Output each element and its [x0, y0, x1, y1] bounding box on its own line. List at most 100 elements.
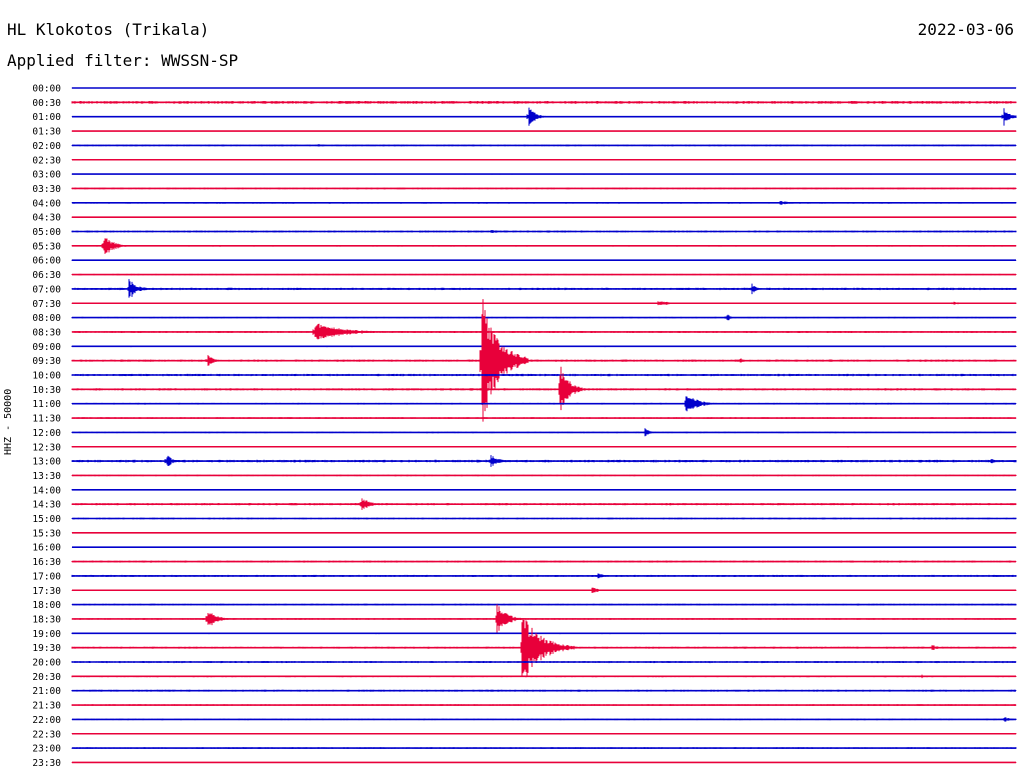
time-label-1600: 16:00: [32, 543, 61, 554]
time-label-1700: 17:00: [32, 571, 61, 582]
time-label-2330: 23:30: [32, 758, 61, 769]
time-label-1830: 18:30: [32, 614, 61, 625]
time-label-1330: 13:30: [32, 471, 61, 482]
time-label-1100: 11:00: [32, 399, 61, 410]
trace-1600: [71, 546, 1017, 548]
trace-0600: [71, 259, 1017, 261]
trace-1730: [71, 587, 1017, 593]
trace-2230: [71, 733, 1017, 735]
time-label-0530: 05:30: [32, 241, 61, 252]
time-label-0700: 07:00: [32, 284, 61, 295]
time-label-0930: 09:30: [32, 356, 61, 367]
time-label-0430: 04:30: [32, 213, 61, 224]
trace-0100: [71, 107, 1017, 126]
trace-0700: [71, 279, 1017, 298]
trace-2300: [71, 747, 1017, 749]
trace-1700: [71, 573, 1017, 579]
time-label-1430: 14:30: [32, 500, 61, 511]
time-label-0100: 01:00: [32, 112, 61, 123]
trace-1300: [71, 455, 1017, 467]
time-label-1300: 13:00: [32, 457, 61, 468]
time-label-0230: 02:30: [32, 155, 61, 166]
time-label-0030: 00:30: [32, 98, 61, 109]
time-label-1900: 19:00: [32, 629, 61, 640]
trace-1030: [71, 366, 1017, 411]
time-label-1930: 19:30: [32, 643, 61, 654]
date-label: 2022-03-06: [917, 20, 1014, 39]
time-label-0200: 02:00: [32, 141, 61, 152]
trace-1530: [71, 532, 1017, 534]
time-label-0400: 04:00: [32, 198, 61, 209]
trace-0730: [71, 301, 1017, 306]
time-label-1400: 14:00: [32, 485, 61, 496]
trace-1800: [71, 603, 1017, 606]
time-label-1230: 12:30: [32, 442, 61, 453]
time-label-2230: 22:30: [32, 729, 61, 740]
time-label-2100: 21:00: [32, 686, 61, 697]
time-label-0330: 03:30: [32, 184, 61, 195]
time-label-0500: 05:00: [32, 227, 61, 238]
trace-1130: [71, 417, 1017, 419]
trace-1000: [71, 373, 1017, 377]
trace-0200: [71, 144, 1017, 147]
station-title: HL Klokotos (Trikala): [7, 20, 210, 39]
trace-1230: [71, 446, 1017, 448]
time-label-0800: 08:00: [32, 313, 61, 324]
trace-0530: [71, 238, 1017, 254]
time-label-2130: 21:30: [32, 701, 61, 712]
trace-2100: [71, 689, 1017, 692]
trace-1830: [71, 604, 1017, 633]
filter-label: Applied filter: WWSSN-SP: [7, 51, 239, 70]
time-label-1530: 15:30: [32, 528, 61, 539]
time-label-1200: 12:00: [32, 428, 61, 439]
trace-0500: [71, 230, 1017, 233]
time-label-0600: 06:00: [32, 256, 61, 267]
trace-0300: [71, 173, 1017, 175]
trace-2330: [71, 762, 1017, 763]
trace-1630: [71, 560, 1017, 563]
trace-0130: [71, 130, 1017, 132]
trace-1900: [71, 632, 1017, 635]
trace-0630: [71, 273, 1017, 276]
trace-1430: [71, 498, 1017, 510]
time-label-2300: 23:00: [32, 744, 61, 755]
seismic-traces: [71, 87, 1017, 764]
trace-0800: [71, 314, 1017, 321]
trace-0430: [71, 216, 1017, 218]
time-label-1800: 18:00: [32, 600, 61, 611]
trace-0400: [71, 201, 1017, 205]
trace-1930: [71, 619, 1017, 677]
trace-1400: [71, 489, 1017, 491]
time-label-0900: 09:00: [32, 342, 61, 353]
time-label-1730: 17:30: [32, 586, 61, 597]
trace-1200: [71, 428, 1017, 437]
time-label-2000: 20:00: [32, 658, 61, 669]
trace-1100: [71, 396, 1017, 412]
time-tick-labels: 00:00 00:30 01:00 01:30 02:00 02:30 03:00 03:30…: [32, 84, 61, 769]
time-label-0630: 06:30: [32, 270, 61, 281]
trace-1500: [71, 517, 1017, 520]
time-label-0000: 00:00: [32, 84, 61, 95]
trace-2000: [71, 661, 1017, 664]
trace-2130: [71, 704, 1017, 706]
trace-0030: [71, 101, 1017, 104]
time-label-1030: 10:30: [32, 385, 61, 396]
time-label-1500: 15:00: [32, 514, 61, 525]
time-label-2030: 20:30: [32, 672, 61, 683]
trace-2200: [71, 717, 1017, 722]
time-label-2200: 22:00: [32, 715, 61, 726]
trace-0830: [71, 323, 1017, 340]
time-label-0130: 01:30: [32, 127, 61, 138]
trace-0930: [71, 299, 1017, 422]
time-label-1000: 10:00: [32, 371, 61, 382]
trace-0000: [71, 87, 1017, 89]
time-label-0300: 03:00: [32, 170, 61, 181]
trace-0230: [71, 159, 1017, 161]
time-label-0830: 08:30: [32, 327, 61, 338]
time-label-1630: 16:30: [32, 557, 61, 568]
trace-2030: [71, 674, 1017, 679]
trace-0330: [71, 187, 1017, 190]
trace-1330: [71, 474, 1017, 477]
time-label-0730: 07:30: [32, 299, 61, 310]
